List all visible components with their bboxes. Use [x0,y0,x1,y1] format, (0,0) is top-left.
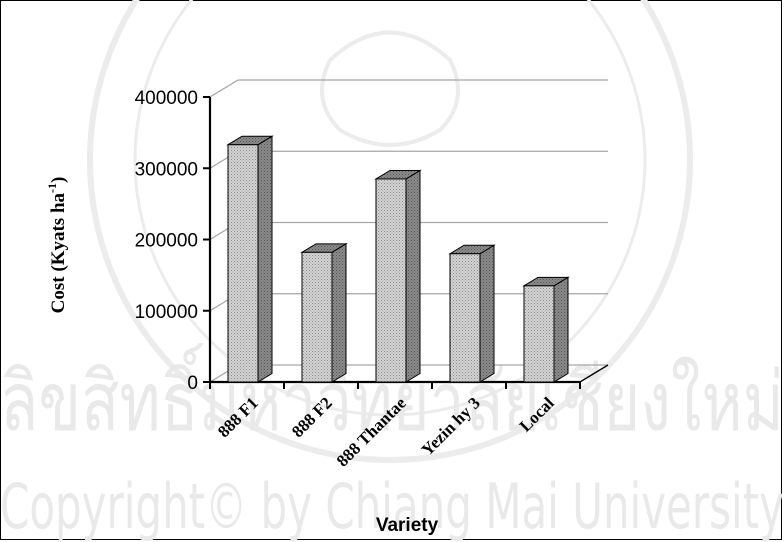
bar-3 [374,169,422,383]
bar-front-face [301,251,333,383]
y-axis-title: Cost (Kyats ha-1) [45,177,69,314]
y-tick-label: 300000 [135,159,198,180]
bar-front-face [449,253,481,383]
bar-front-face [523,285,555,383]
bar-front-face [375,178,407,383]
bar-side-face [479,244,495,383]
bar-5 [522,276,570,383]
y-axis-title-superscript: -1 [45,183,59,193]
gridline-side [209,79,239,98]
y-axis-title-main: Cost (Kyats ha [48,192,69,313]
bar-side-face [405,169,421,383]
bar-1 [226,135,274,383]
bar-2 [300,242,348,383]
bar-side-face [331,242,347,383]
bar-side-face [553,276,569,383]
bar-4 [448,244,496,383]
y-tick-labels: 0 100000 200000 300000 400000 [135,88,198,394]
y-tick-label: 400000 [135,88,198,109]
bar-side-face [257,135,273,383]
y-tick-label: 0 [187,373,198,394]
floor-edge [579,364,609,383]
bar-series [226,135,570,383]
x-axis-title: Variety [376,515,439,536]
y-axis-title-tail: ) [48,177,69,183]
bar-front-face [227,144,259,383]
seal-emblem [320,30,460,147]
seal-outer-ring [87,0,693,463]
y-tick-label: 200000 [135,231,198,252]
seal-inner-ring [133,0,647,417]
y-tick-label: 100000 [135,302,198,323]
watermark-copyright-text: Copyright© by Chiang Mai University [0,470,784,542]
